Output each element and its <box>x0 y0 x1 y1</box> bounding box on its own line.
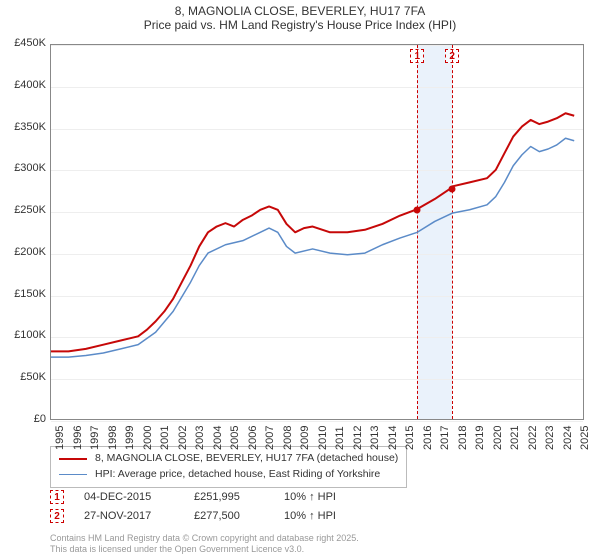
x-tick-label: 2006 <box>247 426 259 450</box>
x-tick-label: 2009 <box>299 426 311 450</box>
x-tick-label: 1998 <box>107 426 119 450</box>
title-line-2: Price paid vs. HM Land Registry's House … <box>0 18 600 32</box>
x-tick-label: 2004 <box>212 426 224 450</box>
x-tick-label: 2007 <box>264 426 276 450</box>
sales-table: 1 04-DEC-2015 £251,995 10% ↑ HPI 2 27-NO… <box>50 488 374 525</box>
y-tick-label: £50K <box>4 371 46 383</box>
x-tick-label: 2011 <box>334 426 346 450</box>
x-tick-label: 2023 <box>544 426 556 450</box>
chart-svg <box>51 45 583 420</box>
x-tick-label: 2008 <box>282 426 294 450</box>
x-tick-label: 2014 <box>387 426 399 450</box>
legend-row: 8, MAGNOLIA CLOSE, BEVERLEY, HU17 7FA (d… <box>59 451 398 467</box>
y-tick-label: £200K <box>4 246 46 258</box>
x-tick-label: 2012 <box>352 426 364 450</box>
sale-pct: 10% ↑ HPI <box>284 507 374 526</box>
y-tick-label: £250K <box>4 204 46 216</box>
x-tick-label: 2019 <box>474 426 486 450</box>
gridline <box>51 421 583 422</box>
sale-price: £251,995 <box>194 488 264 507</box>
chart-title: 8, MAGNOLIA CLOSE, BEVERLEY, HU17 7FA Pr… <box>0 0 600 34</box>
footnote: Contains HM Land Registry data © Crown c… <box>50 533 359 556</box>
y-tick-label: £300K <box>4 162 46 174</box>
x-tick-label: 1995 <box>54 426 66 450</box>
legend-label-1: HPI: Average price, detached house, East… <box>95 467 380 483</box>
x-tick-label: 2003 <box>194 426 206 450</box>
x-tick-label: 1999 <box>124 426 136 450</box>
x-tick-label: 2001 <box>159 426 171 450</box>
marker-box-2: 2 <box>50 509 64 523</box>
marker-box-1: 1 <box>50 490 64 504</box>
x-tick-label: 2017 <box>439 426 451 450</box>
x-tick-label: 2002 <box>177 426 189 450</box>
x-tick-label: 2022 <box>527 426 539 450</box>
x-tick-label: 2010 <box>317 426 329 450</box>
legend: 8, MAGNOLIA CLOSE, BEVERLEY, HU17 7FA (d… <box>50 446 407 488</box>
legend-swatch-0 <box>59 458 87 460</box>
y-tick-label: £0 <box>4 413 46 425</box>
legend-label-0: 8, MAGNOLIA CLOSE, BEVERLEY, HU17 7FA (d… <box>95 451 398 467</box>
x-tick-label: 2020 <box>492 426 504 450</box>
sale-date: 04-DEC-2015 <box>84 488 174 507</box>
legend-swatch-1 <box>59 474 87 476</box>
x-tick-label: 2000 <box>142 426 154 450</box>
table-row: 1 04-DEC-2015 £251,995 10% ↑ HPI <box>50 488 374 507</box>
series-line-subject_property <box>51 113 574 351</box>
x-tick-label: 2025 <box>579 426 591 450</box>
y-tick-label: £400K <box>4 79 46 91</box>
x-tick-label: 2016 <box>422 426 434 450</box>
x-tick-label: 2005 <box>229 426 241 450</box>
sale-price: £277,500 <box>194 507 264 526</box>
chart-container: 8, MAGNOLIA CLOSE, BEVERLEY, HU17 7FA Pr… <box>0 0 600 560</box>
footnote-line-2: This data is licensed under the Open Gov… <box>50 544 359 556</box>
x-tick-label: 2015 <box>404 426 416 450</box>
x-tick-label: 2018 <box>457 426 469 450</box>
plot-area: 12 <box>50 44 584 420</box>
table-row: 2 27-NOV-2017 £277,500 10% ↑ HPI <box>50 507 374 526</box>
x-tick-label: 1996 <box>72 426 84 450</box>
x-tick-label: 1997 <box>89 426 101 450</box>
y-tick-label: £350K <box>4 121 46 133</box>
x-tick-label: 2021 <box>509 426 521 450</box>
sale-pct: 10% ↑ HPI <box>284 488 374 507</box>
sale-date: 27-NOV-2017 <box>84 507 174 526</box>
legend-row: HPI: Average price, detached house, East… <box>59 467 398 483</box>
x-tick-label: 2024 <box>562 426 574 450</box>
y-tick-label: £100K <box>4 329 46 341</box>
y-tick-label: £150K <box>4 288 46 300</box>
footnote-line-1: Contains HM Land Registry data © Crown c… <box>50 533 359 545</box>
x-tick-label: 2013 <box>369 426 381 450</box>
y-tick-label: £450K <box>4 37 46 49</box>
title-line-1: 8, MAGNOLIA CLOSE, BEVERLEY, HU17 7FA <box>0 4 600 18</box>
